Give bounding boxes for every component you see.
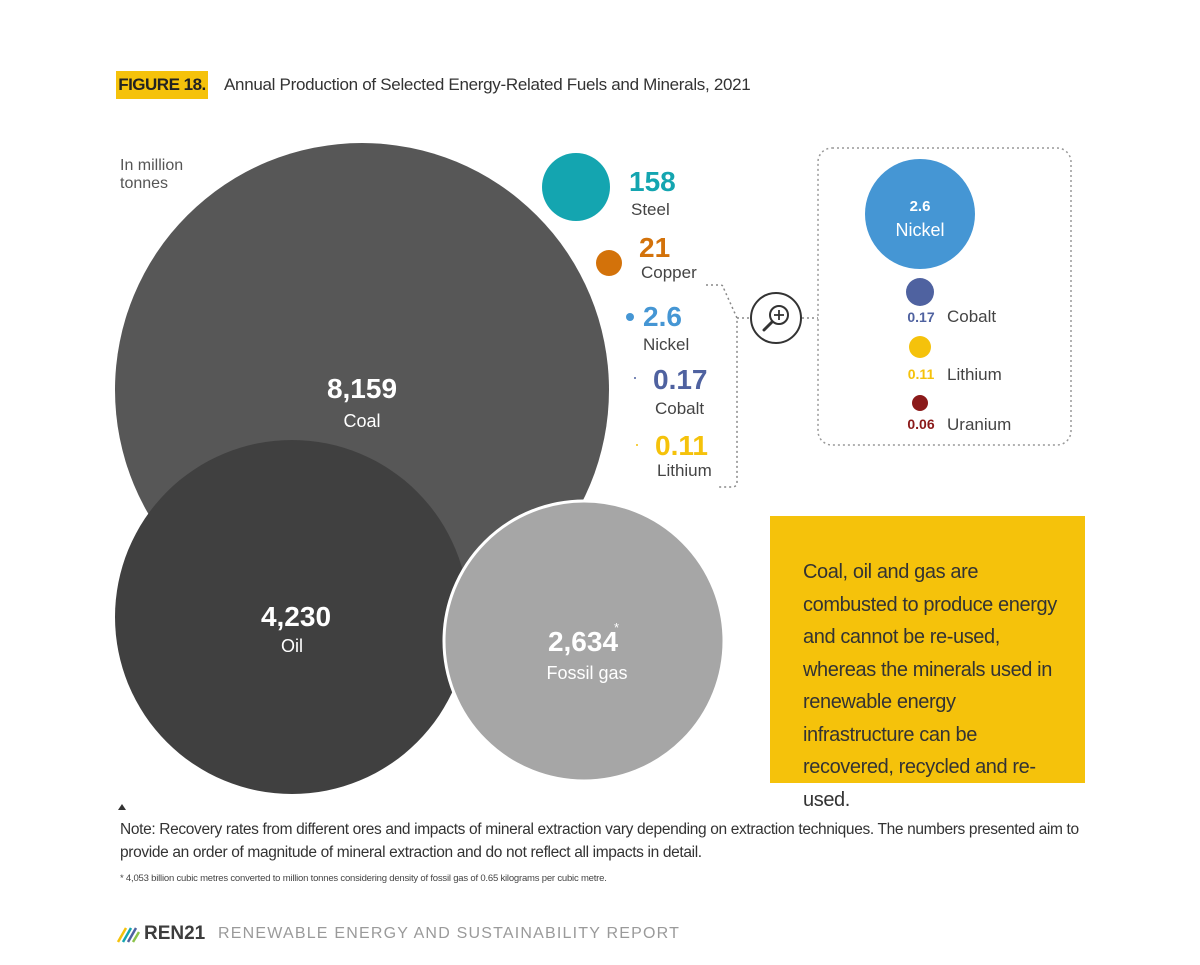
inset-label-lithium: Lithium [947,365,1002,384]
value-copper: 21 [639,232,670,263]
note-text: Note: Recovery rates from different ores… [120,821,1079,861]
bracket-small-minerals [706,284,738,488]
footer-report-title: RENEWABLE ENERGY AND SUSTAINABILITY REPO… [218,925,681,942]
inset-label-cobalt: Cobalt [947,307,996,326]
inset-value-lithium: 0.11 [908,366,935,382]
label-copper: Copper [641,263,697,282]
figure-badge: FIGURE 18. [116,71,208,99]
bubble-fossil-gas [442,499,726,783]
inset-label-nickel: Nickel [895,220,944,240]
bubble-nickel [626,313,634,321]
inset-bubble-uranium [912,395,928,411]
value-fossil-gas: 2,634 [548,626,618,657]
inset-value-uranium: 0.06 [907,416,934,432]
bubble-lithium [636,444,638,446]
inset-value-cobalt: 0.17 [907,309,934,325]
inset-value-nickel: 2.6 [910,198,931,215]
value-cobalt: 0.17 [653,364,708,395]
label-coal: Coal [343,411,380,431]
inset-bubble-nickel [865,159,975,269]
value-nickel: 2.6 [643,301,682,332]
inset-bubble-cobalt [906,278,934,306]
label-steel: Steel [631,200,670,219]
footnote-mark-fossil-gas: * [614,620,619,635]
ren21-logo-icon [116,927,140,943]
bubble-chart: 8,159 Coal 4,230 Oil 2,634 * Fossil gas … [115,143,1072,794]
bubble-copper [596,250,622,276]
label-cobalt: Cobalt [655,399,704,418]
label-oil: Oil [281,636,303,656]
label-fossil-gas: Fossil gas [546,663,627,683]
bubble-steel [542,153,610,221]
bubble-oil [115,440,469,794]
label-nickel: Nickel [643,335,689,354]
value-oil: 4,230 [261,601,331,632]
callout-text: Coal, oil and gas are combusted to produ… [803,561,1057,811]
footnote-text: * 4,053 billion cubic metres converted t… [120,873,607,884]
label-lithium: Lithium [657,461,712,480]
callout-box: Coal, oil and gas are combusted to produ… [770,516,1085,811]
unit-label: In million tonnes [120,157,184,192]
value-coal: 8,159 [327,373,397,404]
inset-label-uranium: Uranium [947,415,1011,434]
bubble-cobalt [634,377,636,379]
figure-title: Annual Production of Selected Energy-Rel… [224,75,751,94]
note-marker-icon [118,804,126,810]
value-lithium: 0.11 [655,430,708,461]
footer-brand: REN21 [144,923,206,944]
value-steel: 158 [629,166,676,197]
zoom-inset-frame [817,147,1072,446]
zoom-in-icon [750,292,802,344]
inset-bubble-lithium [909,336,931,358]
